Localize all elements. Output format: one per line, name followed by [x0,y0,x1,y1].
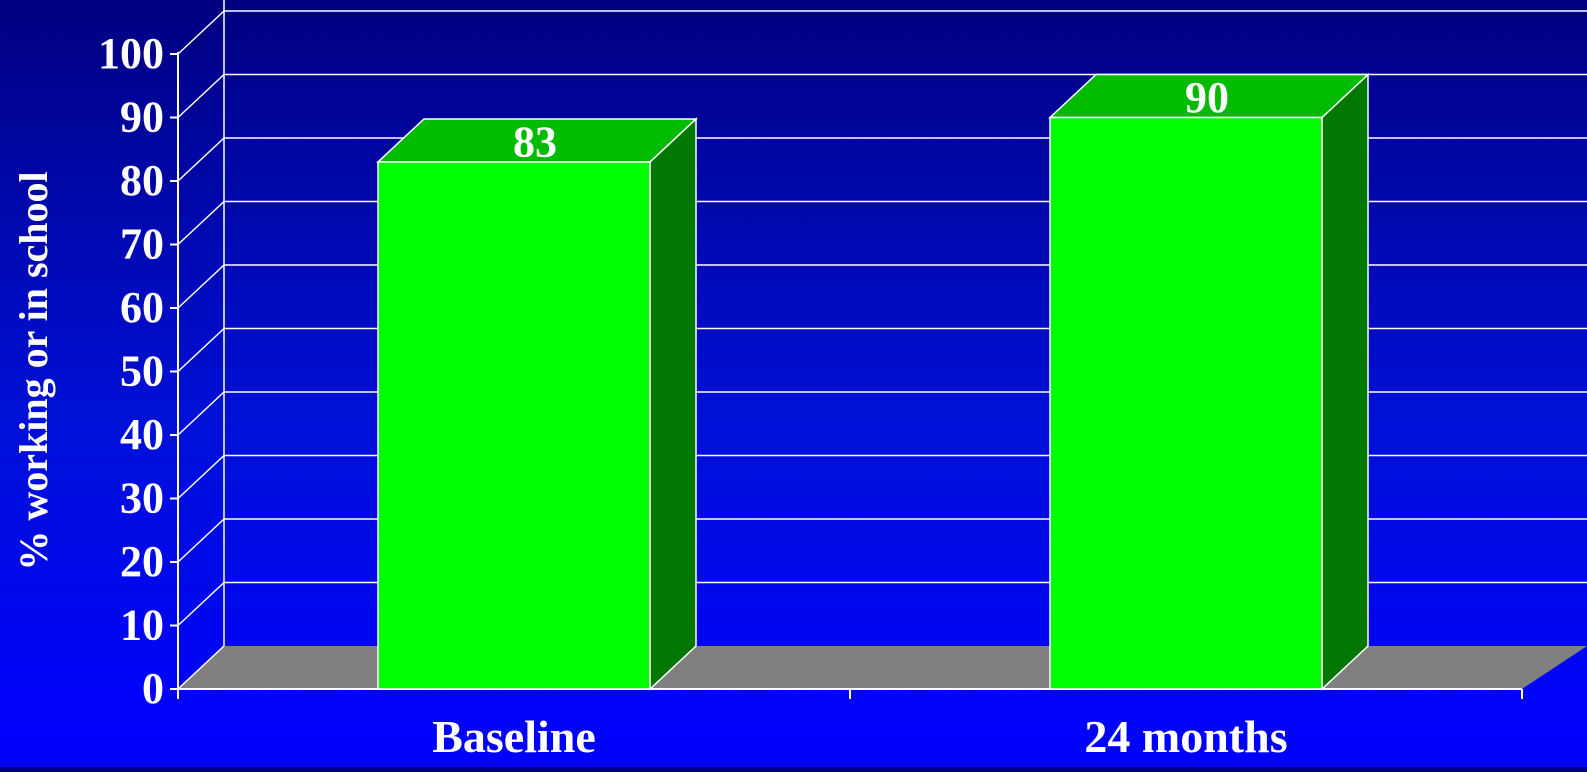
side-wall-gridline [177,454,225,500]
bar-side-face [1321,72,1369,691]
y-tick-label: 50 [120,347,164,396]
y-tick-label: 70 [120,220,164,269]
side-wall-gridline [177,137,225,182]
side-wall-gridline [177,73,225,119]
y-tick-label: 20 [120,537,164,586]
data-label: 83 [513,117,557,166]
y-tick-label: 80 [120,156,164,205]
y-tick-label: 60 [120,283,164,332]
y-tick-label: 90 [120,93,164,142]
bar-side-face [649,117,697,691]
x-category-label: Baseline [432,711,596,762]
y-tick-label: 0 [142,664,164,713]
side-wall-gridline [177,391,225,436]
side-wall-gridline [177,264,225,309]
y-tick-label: 40 [120,410,164,459]
y-tick-label: 10 [120,601,164,650]
x-category-label: 24 months [1084,711,1287,762]
y-axis-label: % working or in school [11,171,56,570]
side-wall-gridline [177,327,225,373]
side-wall-gridline [177,518,225,563]
side-wall-gridline [177,645,225,690]
bar-front-face [377,161,651,690]
side-wall-gridline [177,200,225,246]
side-wall-gridline [177,10,225,55]
bar-2 [1048,72,1370,691]
bar-front-face [1049,116,1323,690]
side-wall-gridline [177,581,225,627]
y-tick-label: 100 [98,29,164,78]
bar-1 [376,117,698,691]
data-label: 90 [1185,73,1229,122]
y-tick-label: 30 [120,474,164,523]
